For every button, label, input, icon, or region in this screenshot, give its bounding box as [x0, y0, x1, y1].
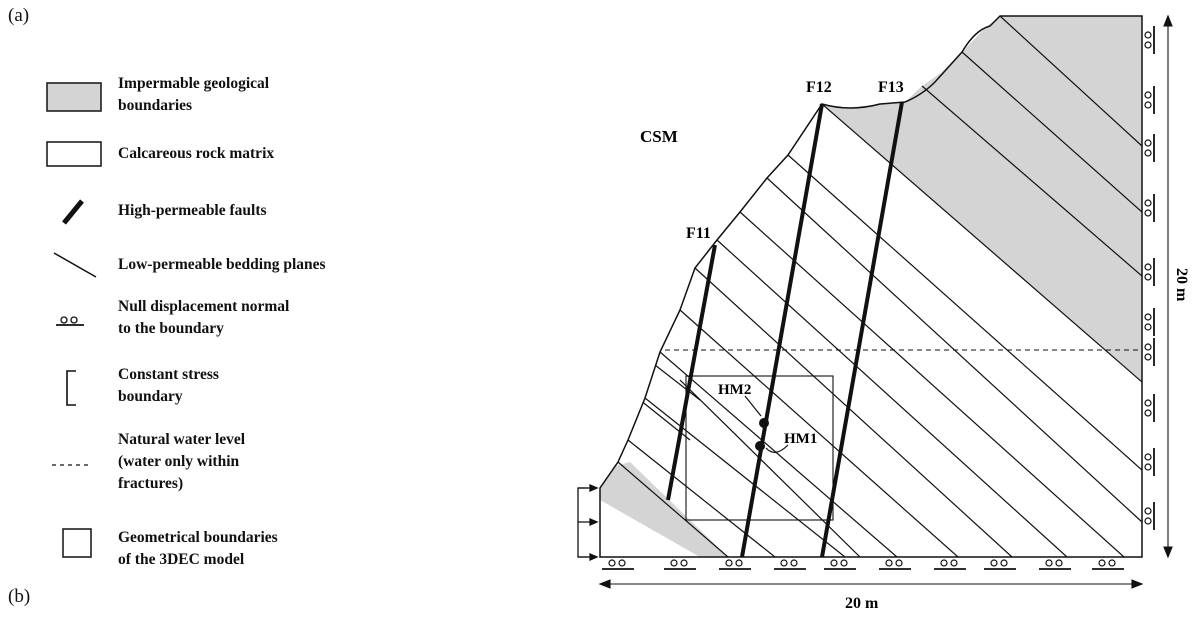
legend-impermeable-label: Impermable geological boundaries [118, 75, 270, 114]
null-displacement-support [1144, 134, 1155, 162]
null-displacement-support [1144, 86, 1155, 114]
bedding-plane [821, 103, 1142, 383]
null-displacement-support [879, 559, 911, 570]
legend-constant-stress-symbol [66, 370, 76, 406]
bedding-plane [716, 239, 1068, 557]
null-displacement-support [1144, 394, 1155, 422]
impermeable-region-bottom [600, 462, 728, 557]
dimension-vertical-label: 20 m [1173, 268, 1190, 302]
legend-bedding-label: Low-permeable bedding planes [118, 256, 326, 273]
bedding-plane [679, 309, 959, 557]
legend-null-displacement-symbol [56, 316, 84, 326]
panel-label-b: (b) [8, 586, 31, 607]
null-displacement-support [1144, 502, 1155, 530]
legend-faults-label: High-permeable faults [118, 202, 267, 219]
legend-impermeable-swatch [46, 82, 102, 112]
bedding-plane [617, 461, 729, 557]
bedding-plane [787, 154, 1142, 471]
legend-geometry-boundary-label: Geometrical boundaries of the 3DEC model [118, 529, 278, 568]
legend-fault-symbol [62, 199, 84, 225]
legend-matrix-label: Calcareous rock matrix [118, 145, 275, 162]
bedding-plane [739, 211, 1125, 557]
bedding-plane [654, 364, 701, 401]
legend-constant-stress-label: Constant stress boundary [118, 366, 219, 405]
null-displacement-support [774, 559, 806, 570]
monitor-hm2-point [759, 418, 769, 428]
right-supports [1144, 26, 1155, 530]
bedding-plane [679, 379, 861, 557]
null-displacement-support [1039, 559, 1071, 570]
legend-matrix-swatch [46, 141, 102, 167]
fault-label-f13: F13 [878, 79, 904, 96]
bedding-plane [644, 397, 846, 557]
monitor-hm1-arrow [765, 444, 789, 453]
legend: Impermable geological boundaries Calcare… [0, 0, 430, 619]
fault-label-f11: F11 [686, 225, 711, 242]
null-displacement-support [1092, 559, 1124, 570]
model-boundary-box [685, 375, 834, 521]
constant-stress-boundary [577, 484, 599, 561]
null-displacement-support [719, 559, 751, 570]
panel-label-a: (a) [8, 5, 30, 26]
bedding-plane [694, 267, 1013, 557]
null-displacement-support [602, 559, 634, 570]
fault-f13 [820, 101, 904, 558]
bedding-plane [921, 85, 1142, 277]
null-displacement-support [984, 559, 1016, 570]
legend-null-displacement-label: Null displacement normal to the boundary [118, 298, 290, 337]
null-displacement-support [1144, 194, 1155, 222]
bedding-plane [999, 16, 1142, 147]
null-displacement-support [664, 559, 696, 570]
dimension-lines [598, 14, 1173, 589]
bedding-plane [627, 439, 776, 557]
slope-outline [599, 15, 1143, 558]
faults [666, 101, 904, 558]
monitor-label-hm1: HM1 [784, 431, 817, 447]
null-displacement-support [1144, 308, 1155, 336]
monitor-hm1-point [755, 441, 765, 451]
legend-geometry-boundary-symbol [62, 528, 92, 558]
bedding-plane [659, 351, 898, 557]
bedding-plane [961, 51, 1142, 213]
bedding-planes [617, 16, 1142, 557]
null-displacement-support [1144, 26, 1155, 54]
fault-label-f12: F12 [806, 79, 832, 96]
null-displacement-support [824, 559, 856, 570]
fault-f12 [740, 103, 824, 558]
null-displacement-support [934, 559, 966, 570]
monitor-hm2-arrow [744, 395, 762, 417]
dimension-horizontal-label: 20 m [845, 595, 879, 612]
bottom-supports [602, 559, 1124, 570]
fault-f11 [666, 244, 717, 501]
null-displacement-support [1144, 258, 1155, 286]
legend-water-level-symbol [52, 464, 92, 466]
null-displacement-support [1144, 448, 1155, 476]
legend-water-level-label: Natural water level (water only within f… [118, 431, 246, 492]
null-displacement-support [1144, 338, 1155, 366]
impermeable-region-top [822, 16, 1142, 382]
site-label: CSM [640, 127, 678, 146]
monitor-label-hm2: HM2 [718, 382, 751, 398]
legend-bedding-symbol [53, 252, 97, 278]
